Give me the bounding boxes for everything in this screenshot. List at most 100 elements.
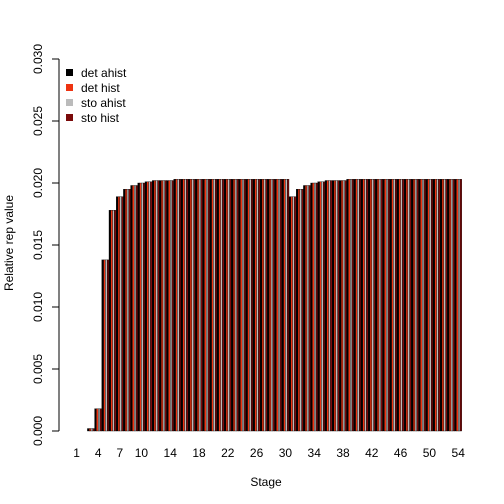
bar-det-hist-stage-30 (283, 179, 286, 432)
bar-sto-ahist-stage-15 (177, 179, 180, 432)
bar-sto-ahist-stage-10 (141, 182, 144, 432)
bar-sto-hist-stage-50 (431, 179, 434, 432)
bar-det-ahist-stage-34 (310, 182, 313, 432)
bar-sto-hist-stage-40 (359, 179, 362, 432)
bar-det-ahist-stage-36 (324, 180, 327, 432)
bar-sto-hist-stage-34 (315, 182, 318, 432)
x-tick-label: 26 (250, 446, 264, 460)
bar-sto-ahist-stage-16 (184, 179, 187, 432)
bar-det-ahist-stage-25 (245, 179, 248, 432)
bar-sto-ahist-stage-38 (342, 180, 345, 432)
bar-sto-hist-stage-21 (222, 179, 225, 432)
bar-sto-hist-stage-31 (294, 196, 297, 432)
bar-sto-hist-stage-48 (416, 179, 419, 432)
bar-sto-hist-stage-35 (323, 181, 326, 432)
bar-sto-ahist-stage-35 (321, 181, 324, 432)
bar-sto-ahist-stage-23 (234, 179, 237, 432)
bar-det-hist-stage-13 (161, 180, 164, 432)
bar-sto-ahist-stage-21 (220, 179, 223, 432)
legend-swatch (66, 99, 73, 106)
bar-sto-hist-stage-52 (445, 179, 448, 432)
legend-label: sto ahist (81, 96, 126, 110)
bar-det-ahist-stage-42 (368, 179, 371, 432)
bar-det-hist-stage-16 (182, 179, 185, 432)
bar-sto-ahist-stage-41 (364, 179, 367, 432)
bar-det-hist-stage-22 (225, 179, 228, 432)
bar-sto-ahist-stage-14 (170, 180, 173, 432)
bar-det-hist-stage-44 (384, 179, 387, 432)
x-tick-label: 34 (308, 446, 322, 460)
bar-det-hist-stage-51 (434, 179, 437, 432)
bar-det-hist-stage-33 (305, 185, 308, 432)
bar-det-ahist-stage-30 (281, 179, 284, 432)
bar-sto-hist-stage-9 (135, 185, 138, 432)
bar-sto-hist-stage-37 (337, 180, 340, 432)
x-axis-label: Stage (250, 475, 282, 489)
legend-item: det hist (66, 81, 120, 95)
bar-sto-hist-stage-51 (438, 179, 441, 432)
bar-sto-hist-stage-26 (258, 179, 261, 432)
bar-det-hist-stage-19 (204, 179, 207, 432)
bar-det-ahist-stage-35 (317, 181, 320, 432)
bars-group (87, 179, 462, 432)
legend-swatch (66, 69, 73, 76)
bar-det-ahist-stage-47 (404, 179, 407, 432)
bar-det-ahist-stage-44 (382, 179, 385, 432)
bar-sto-ahist-stage-44 (386, 179, 389, 432)
legend-label: det ahist (81, 66, 127, 80)
bar-det-ahist-stage-16 (180, 179, 183, 432)
bar-sto-hist-stage-12 (157, 180, 160, 432)
legend-item: det ahist (66, 66, 127, 80)
bar-sto-ahist-stage-26 (256, 179, 259, 432)
bar-sto-hist-stage-53 (452, 179, 455, 432)
bar-sto-hist-stage-5 (107, 259, 110, 432)
bar-det-ahist-stage-8 (123, 189, 126, 432)
bar-det-ahist-stage-12 (152, 180, 155, 432)
bar-sto-hist-stage-45 (395, 179, 398, 432)
bar-det-ahist-stage-41 (360, 179, 363, 432)
bar-sto-ahist-stage-4 (98, 408, 101, 432)
bar-sto-hist-stage-36 (330, 180, 333, 432)
bar-sto-hist-stage-18 (200, 179, 203, 432)
bar-det-hist-stage-39 (348, 179, 351, 432)
bar-det-hist-stage-27 (261, 179, 264, 432)
legend-item: sto ahist (66, 96, 126, 110)
bar-sto-ahist-stage-9 (134, 185, 137, 432)
bar-det-ahist-stage-50 (425, 179, 428, 432)
bar-det-ahist-stage-53 (447, 179, 450, 432)
bar-det-ahist-stage-39 (346, 179, 349, 432)
x-tick-label: 4 (95, 446, 102, 460)
bar-sto-ahist-stage-37 (335, 180, 338, 432)
bar-sto-ahist-stage-27 (263, 179, 266, 432)
bar-det-ahist-stage-4 (94, 408, 97, 432)
bar-det-hist-stage-40 (355, 179, 358, 432)
bar-sto-ahist-stage-8 (126, 189, 129, 432)
bar-det-hist-stage-36 (326, 180, 329, 432)
bar-det-ahist-stage-46 (396, 179, 399, 432)
bar-sto-ahist-stage-22 (227, 179, 230, 432)
x-tick-label: 10 (135, 446, 149, 460)
bar-sto-hist-stage-43 (380, 179, 383, 432)
bar-det-ahist-stage-28 (267, 179, 270, 432)
bar-sto-ahist-stage-39 (350, 179, 353, 432)
x-tick-label: 7 (116, 446, 123, 460)
bar-det-hist-stage-11 (146, 181, 149, 432)
y-tick-label: 0.020 (31, 168, 45, 198)
y-tick-label: 0.025 (31, 106, 45, 136)
bar-det-ahist-stage-32 (296, 189, 299, 432)
bar-sto-ahist-stage-20 (213, 179, 216, 432)
bar-sto-ahist-stage-12 (155, 180, 158, 432)
bar-sto-hist-stage-32 (301, 189, 304, 432)
bar-det-hist-stage-32 (297, 189, 300, 432)
bar-sto-ahist-stage-18 (198, 179, 201, 432)
bar-sto-hist-stage-27 (265, 179, 268, 432)
bar-det-ahist-stage-18 (195, 179, 198, 432)
bar-sto-ahist-stage-33 (306, 185, 309, 432)
bar-sto-hist-stage-7 (121, 196, 124, 432)
bar-det-ahist-stage-19 (202, 179, 205, 432)
bar-sto-ahist-stage-6 (112, 210, 115, 432)
y-tick-label: 0.005 (31, 354, 45, 384)
bar-det-ahist-stage-29 (274, 179, 277, 432)
bar-sto-ahist-stage-28 (270, 179, 273, 432)
